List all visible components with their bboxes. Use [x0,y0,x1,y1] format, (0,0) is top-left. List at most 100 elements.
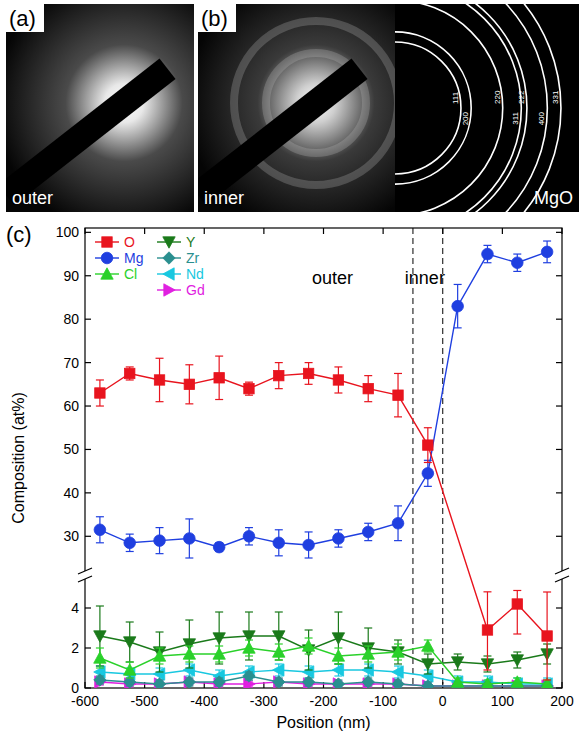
axis-break-mark [555,576,569,582]
region-boundary [412,228,413,688]
error-cap [126,621,134,622]
data-point [362,526,374,538]
error-cap [245,382,253,383]
x-tick-label: -400 [190,693,218,709]
error-cap [215,669,223,670]
data-point [481,678,493,688]
legend-label: Zr [186,250,200,266]
data-point [94,631,106,642]
error-cap [185,667,193,668]
data-point [273,664,284,676]
ring-label: 220 [493,90,502,104]
error-cap [334,663,342,664]
series-line [100,676,547,686]
data-point [94,524,106,536]
error-cap [96,379,104,380]
data-point [363,383,373,393]
error-cap [364,540,372,541]
error-cap [305,557,313,558]
data-point [95,388,105,398]
error-cap [215,611,223,612]
error-cap [424,486,432,487]
data-point [332,664,343,676]
error-cap [215,355,223,356]
error-cap [185,403,193,404]
error-cap [543,262,551,263]
error-cap [156,358,164,359]
diffraction-image [198,4,395,212]
error-cap [185,645,193,646]
error-cap [483,591,491,592]
y-tick [556,405,562,406]
error-cap [215,663,223,664]
plot-area [94,241,554,688]
data-point [213,648,225,659]
x-tick [561,682,562,688]
error-cap [513,633,521,634]
y-tick-label: 4 [71,600,79,616]
data-point [274,676,285,688]
series-line [100,252,547,547]
data-point [422,659,434,670]
error-cap [394,505,402,506]
image-label: inner [204,188,244,208]
error-cap [156,647,164,648]
error-cap [156,527,164,528]
error-cap [96,405,104,406]
y-tick [85,275,91,276]
data-point [184,676,195,688]
error-cap [126,677,134,678]
error-cap [513,271,521,272]
error-cap [275,611,283,612]
error-cap [513,590,521,591]
data-point [511,257,523,269]
data-point [392,646,404,657]
error-cap [96,542,104,543]
series-O [95,356,553,680]
error-cap [513,651,521,652]
y-tick [556,607,562,608]
data-point [333,533,345,545]
x-axis-title: Position (nm) [276,714,370,731]
data-point [393,678,404,688]
data-point [422,640,434,651]
x-tick [204,228,205,234]
error-cap [513,253,521,254]
x-tick [144,228,145,234]
region-label: inner [405,268,445,288]
error-cap [364,401,372,402]
y-axis-title: Composition (at%) [10,392,27,524]
error-cap [245,639,253,640]
error-cap [185,557,193,558]
error-cap [126,661,134,662]
error-cap [483,245,491,246]
error-cap [424,673,432,674]
error-cap [543,591,551,592]
data-point [243,670,255,682]
legend-label: Nd [186,266,204,282]
legend-label: Y [186,234,196,250]
error-stem [517,590,518,634]
y-tick-label: 40 [63,485,79,501]
series-line [100,373,547,636]
error-cap [483,671,491,672]
data-point [183,676,195,688]
error-cap [245,611,253,612]
error-cap [156,663,164,664]
data-point [154,375,164,385]
reference-label: MgO [534,188,573,208]
series-Y [94,606,554,674]
error-cap [305,384,313,385]
error-cap [96,647,104,648]
reference-ring [395,4,521,212]
panel-letter: (b) [201,6,228,31]
error-cap [334,663,342,664]
error-cap [126,661,134,662]
x-tick-label: 200 [550,693,574,709]
data-point [422,680,434,688]
diffraction-image [6,4,194,212]
data-point [243,642,255,653]
error-cap [126,677,134,678]
axis-break-mark [78,576,92,582]
x-tick-label: 0 [439,693,447,709]
